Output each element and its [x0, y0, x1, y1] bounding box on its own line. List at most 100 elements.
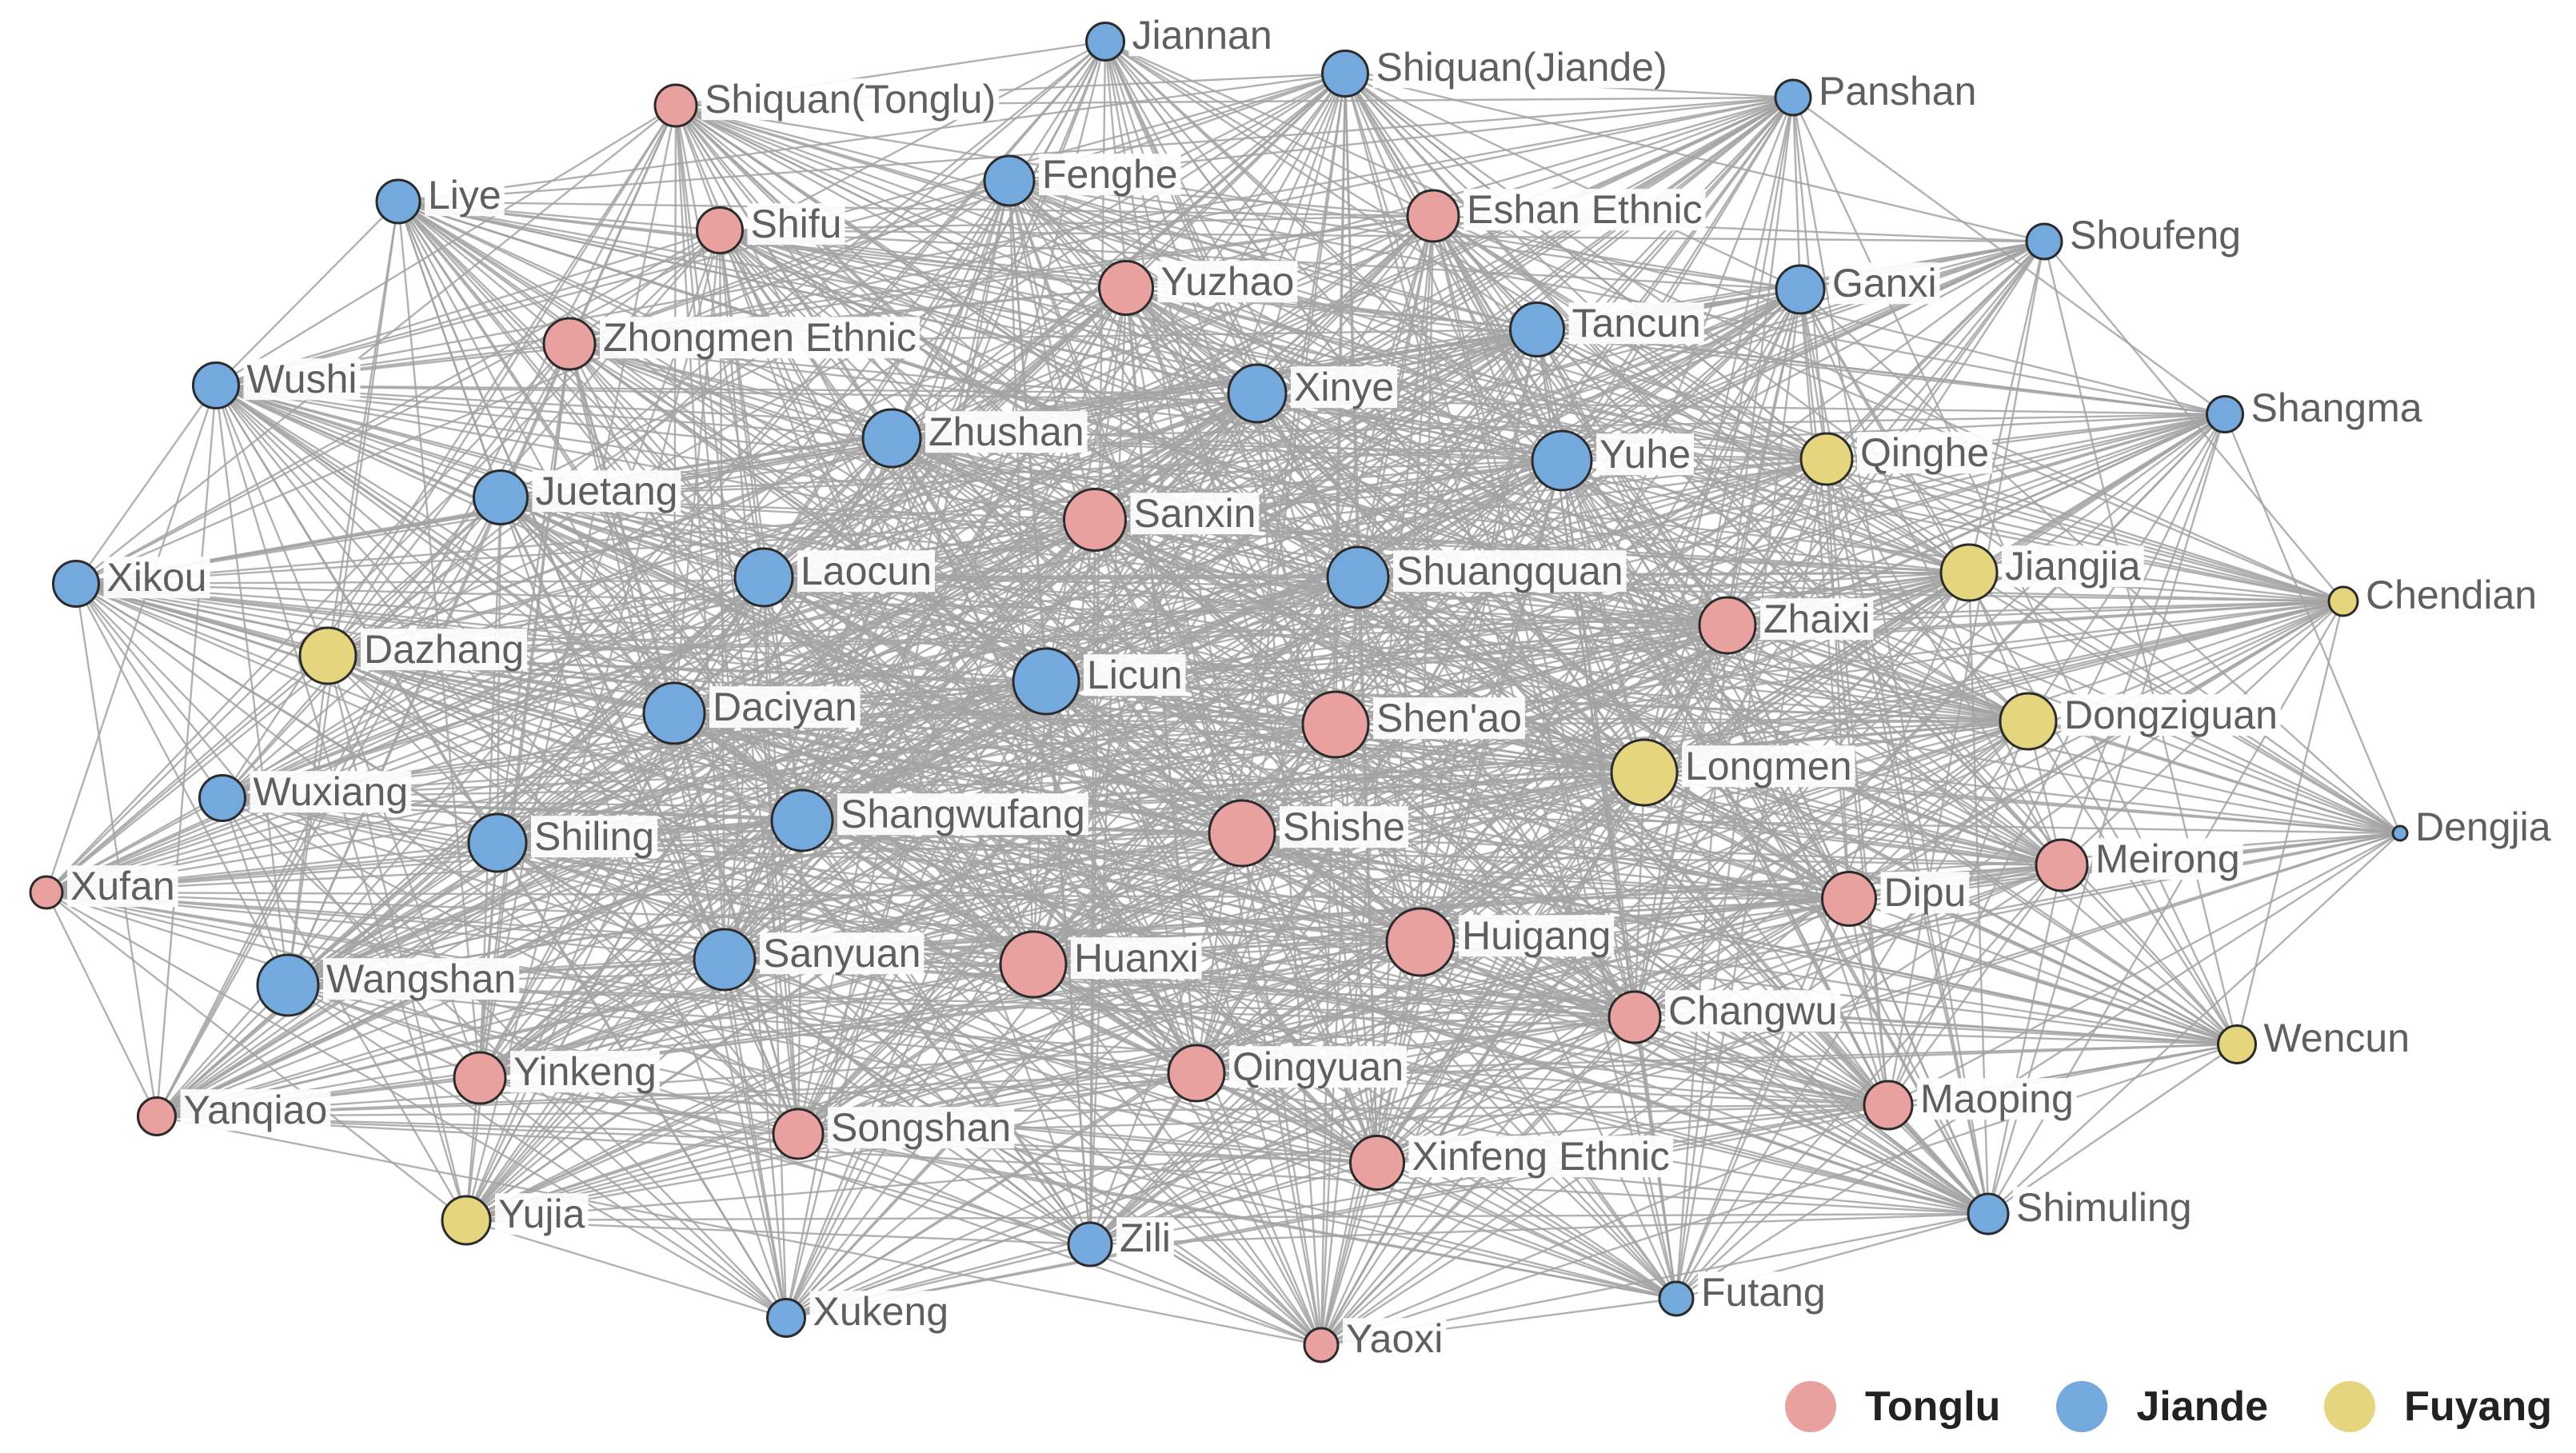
node-label-meirong: Meirong [2095, 836, 2240, 881]
edge [1357, 576, 2029, 723]
node-futang [1658, 1280, 1695, 1317]
edge [497, 457, 1827, 844]
edge [327, 180, 1010, 657]
edge [215, 385, 799, 1135]
edge [1241, 832, 2238, 1046]
node-huanxi [999, 930, 1068, 999]
edge [287, 518, 1096, 987]
edge [215, 96, 1794, 387]
node-qingyuan [1167, 1044, 1226, 1103]
edge [1561, 460, 1728, 626]
edge [215, 384, 1096, 521]
edge [1089, 572, 1970, 1245]
node-shifu [696, 206, 744, 254]
node-laocun [733, 547, 794, 608]
edge [1727, 625, 2063, 866]
edge [75, 385, 217, 585]
node-label-jiannan: Jiannan [1132, 13, 1272, 58]
edge [215, 384, 501, 499]
legend-swatch-jiande [2056, 1381, 2108, 1432]
edge [673, 713, 800, 1135]
edge [1094, 518, 2344, 603]
node-label-shifu: Shifu [751, 202, 842, 246]
labels-layer: Jiannan Shiquan(Jiande) Shiquan(Tonglu) Pan… [67, 13, 2554, 1361]
edge [1643, 571, 1970, 774]
edge [1196, 571, 1970, 1075]
node-label-wushi: Wushi [247, 357, 357, 401]
edge [1240, 832, 1323, 1346]
node-label-xikou: Xikou [107, 555, 207, 600]
edge [801, 819, 1635, 1019]
node-wushi [192, 361, 240, 409]
node-maoping [1863, 1080, 1914, 1131]
edge [1344, 73, 2238, 1045]
edge [1125, 96, 1794, 289]
node-jiannan [1085, 22, 1125, 62]
node-label-bg [243, 358, 361, 401]
edge [1561, 459, 2029, 723]
node-label-bg [2013, 1187, 2195, 1229]
edge [45, 892, 158, 1117]
node-jiangjia [1939, 543, 1999, 602]
edge [1675, 1104, 1889, 1299]
node-label-shen-ao: Shen'ao [1376, 696, 1522, 740]
node-label-xinye: Xinye [1294, 365, 1394, 409]
edge [75, 583, 787, 1319]
edge [215, 179, 1010, 387]
edge [221, 105, 677, 799]
edge [797, 832, 2401, 1136]
edge [222, 720, 2029, 800]
edge [497, 518, 1096, 844]
edge [1826, 457, 2344, 603]
edge [1032, 963, 1889, 1107]
edge [75, 229, 721, 585]
edge [763, 96, 1794, 579]
edge [569, 343, 1378, 1164]
node-liye [375, 178, 421, 225]
edge [1536, 328, 1827, 461]
edge [1089, 864, 2063, 1246]
edge [1344, 73, 1646, 773]
node-label-bg [361, 629, 528, 671]
node-licun [1012, 647, 1080, 716]
edge [797, 820, 804, 1135]
node-label-bg [1084, 654, 1186, 697]
edge [46, 655, 329, 893]
edge [719, 229, 1258, 395]
edge [675, 104, 1801, 291]
node-label-daciyan: Daciyan [713, 685, 857, 729]
edge [1125, 287, 1645, 773]
edge [465, 940, 1421, 1222]
node-shimuling [1967, 1192, 2010, 1235]
node-wencun [2217, 1024, 2257, 1064]
node-label-bg [67, 865, 178, 908]
edge [215, 201, 399, 386]
node-label-bg [1157, 261, 1298, 303]
node-label-bg [1372, 46, 1671, 89]
node-label-bg [2002, 545, 2144, 588]
edge [222, 771, 1645, 800]
edge [1357, 576, 2238, 1046]
node-ganxi [1775, 264, 1826, 315]
node-dengjia [2391, 824, 2409, 842]
node-label-bg [1071, 937, 1202, 980]
edge [465, 1104, 1889, 1222]
edge [1125, 286, 2226, 416]
node-juetang [473, 469, 529, 525]
node-label-bg [532, 470, 681, 513]
edge [1089, 1212, 1989, 1246]
edge [156, 1104, 1889, 1118]
edge [675, 104, 1538, 331]
edge [1045, 681, 1243, 834]
node-label-bg [797, 550, 936, 593]
edge [801, 819, 1889, 1107]
edge [46, 497, 501, 893]
edge [1320, 1016, 1635, 1346]
edge [156, 1115, 1989, 1215]
node-label-maoping: Maoping [1920, 1076, 2074, 1121]
node-label-zili: Zili [1120, 1215, 1171, 1260]
edge [1094, 393, 1258, 521]
edge [46, 891, 1677, 1300]
edge [1848, 897, 2238, 1046]
node-label-shiling: Shiling [534, 814, 654, 859]
